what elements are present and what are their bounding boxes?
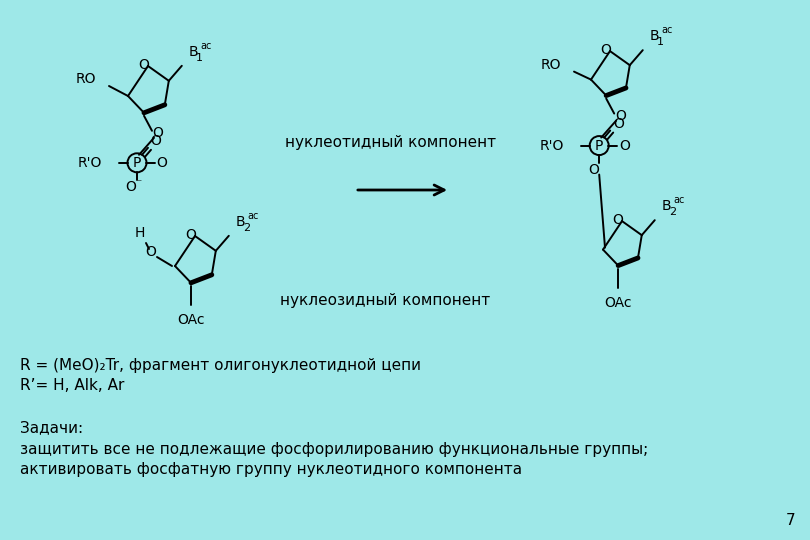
Text: 1: 1: [657, 37, 663, 47]
Text: O: O: [612, 117, 624, 131]
Text: O: O: [600, 43, 612, 57]
Text: ac: ac: [201, 41, 212, 51]
Text: O: O: [185, 228, 197, 242]
Text: R'O: R'O: [78, 156, 102, 170]
Text: B: B: [189, 45, 198, 59]
Text: нуклеотидный компонент: нуклеотидный компонент: [285, 136, 496, 151]
Text: ac: ac: [674, 195, 685, 205]
Text: O: O: [139, 58, 149, 72]
Text: OAc: OAc: [177, 313, 205, 327]
Text: B: B: [650, 29, 659, 43]
Text: активировать фосфатную группу нуклеотидного компонента: активировать фосфатную группу нуклеотидн…: [20, 462, 522, 477]
Text: 1: 1: [196, 53, 202, 63]
Text: OAc: OAc: [604, 295, 632, 309]
Text: P: P: [133, 156, 141, 170]
Text: B: B: [662, 199, 671, 213]
Text: O: O: [615, 109, 625, 123]
Text: O: O: [588, 163, 599, 177]
Text: P: P: [595, 139, 603, 153]
Text: R'O: R'O: [539, 139, 565, 153]
Text: O: O: [152, 126, 164, 140]
Text: O: O: [156, 156, 168, 170]
Text: O: O: [151, 134, 161, 148]
Text: RO: RO: [540, 58, 561, 72]
Text: B: B: [236, 215, 245, 229]
Text: O: O: [619, 139, 629, 153]
Text: O: O: [612, 213, 624, 227]
Text: ⁻: ⁻: [136, 178, 142, 188]
Text: Задачи:: Задачи:: [20, 420, 83, 435]
Text: H: H: [134, 226, 145, 240]
Text: R’= H, Alk, Ar: R’= H, Alk, Ar: [20, 378, 125, 393]
Text: RO: RO: [75, 72, 96, 86]
Text: 7: 7: [786, 513, 795, 528]
Text: 2: 2: [669, 207, 676, 217]
Text: нуклеозидный компонент: нуклеозидный компонент: [280, 293, 490, 307]
Text: O: O: [126, 180, 136, 194]
Text: 2: 2: [243, 223, 250, 233]
Text: O: O: [146, 245, 156, 259]
Text: защитить все не подлежащие фосфорилированию функциональные группы;: защитить все не подлежащие фосфорилирова…: [20, 442, 648, 457]
Text: R = (MeO)₂Tr, фрагмент олигонуклеотидной цепи: R = (MeO)₂Tr, фрагмент олигонуклеотидной…: [20, 358, 421, 373]
Text: ac: ac: [248, 211, 259, 221]
Text: ac: ac: [662, 25, 673, 35]
